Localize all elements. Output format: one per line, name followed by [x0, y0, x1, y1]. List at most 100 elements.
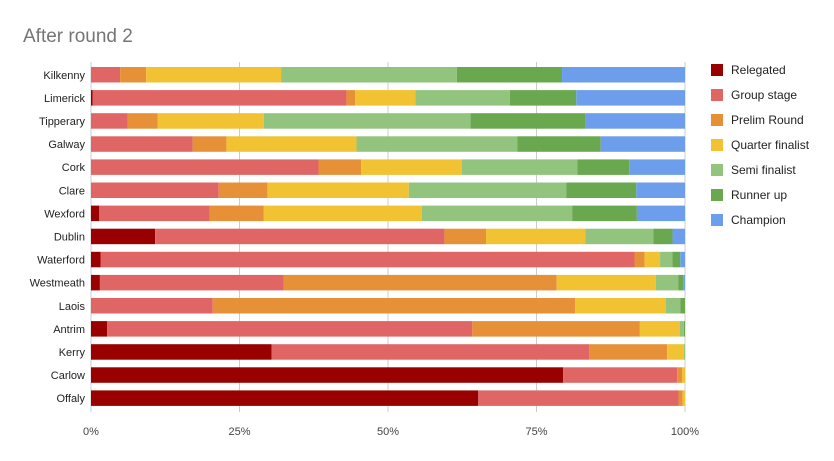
bar-segment [100, 251, 635, 268]
bar-segment [629, 159, 685, 175]
bar-segment [680, 298, 685, 314]
x-tick-label: 0% [83, 426, 99, 438]
bar-segment [120, 67, 147, 83]
category-label: Waterford [37, 255, 85, 267]
category-label: Limerick [44, 93, 85, 105]
category-label: Wexford [44, 208, 85, 220]
bar-segment [576, 90, 685, 106]
bar-segment [91, 136, 193, 152]
bar-segment [600, 136, 685, 152]
legend-label: Champion [731, 213, 786, 227]
bar-segment [577, 159, 630, 175]
category-label: Laois [59, 301, 86, 313]
bar-segment [92, 90, 347, 106]
category-labels: Kilkenny Limerick Tipperary Galway Cork Clare… [30, 70, 86, 405]
bar-segment [672, 251, 681, 268]
bar-segment [456, 67, 563, 83]
bar-segment [107, 321, 473, 337]
bar-segment [575, 298, 666, 314]
bar-segment [444, 228, 487, 245]
bar-segment [678, 274, 684, 291]
category-label: Offaly [56, 393, 85, 405]
bar-segment [408, 182, 567, 198]
bar-segment [146, 67, 282, 83]
x-axis-ticks: 0% 25% 50% 75% 100% [83, 426, 699, 438]
bar-segment [679, 321, 684, 337]
bar-segment [634, 251, 645, 268]
legend-label: Group stage [731, 88, 797, 102]
category-label: Carlow [51, 370, 85, 382]
bar-segment [562, 67, 685, 83]
bar-segment [585, 113, 685, 129]
legend-swatch [711, 89, 723, 101]
legend-swatch [711, 214, 723, 226]
bar-segment [99, 205, 210, 222]
bar-segment [470, 113, 586, 129]
bar-segment [263, 113, 471, 129]
legend-label: Quarter finalist [731, 138, 810, 152]
bar-segment [415, 90, 510, 106]
legend-swatch [711, 189, 723, 201]
category-label: Cork [62, 162, 86, 174]
bar-segment [263, 205, 422, 222]
bar-segment [209, 205, 264, 222]
bar-segment [91, 228, 156, 245]
bar-segment [99, 274, 284, 291]
bar-segment [585, 228, 654, 245]
bar-segment [639, 321, 680, 337]
bar-segment [636, 205, 685, 222]
bar-segment [677, 367, 683, 383]
bar-segment [91, 321, 108, 337]
legend-label: Prelim Round [731, 113, 804, 127]
bar-segment [683, 274, 685, 291]
legend-swatch [711, 64, 723, 76]
bar-segment [461, 159, 578, 175]
bar-segment [667, 344, 684, 360]
bar-segment [157, 113, 264, 129]
bars [91, 67, 685, 406]
x-tick-label: 25% [228, 426, 250, 438]
bar-segment [226, 136, 357, 152]
bar-segment [589, 344, 668, 360]
bar-segment [517, 136, 601, 152]
category-label: Kilkenny [43, 70, 85, 82]
bar-segment [127, 113, 158, 129]
bar-segment [644, 251, 661, 268]
legend-label: Runner up [731, 188, 787, 202]
bar-segment [91, 90, 93, 106]
bar-segment [91, 367, 564, 383]
bar-segment [683, 344, 685, 360]
bar-segment [91, 251, 101, 268]
bar-segment [636, 182, 685, 198]
bar-segment [192, 136, 227, 152]
category-label: Kerry [59, 347, 86, 359]
bar-segment [672, 228, 685, 245]
bar-segment [665, 298, 681, 314]
bar-segment [421, 205, 573, 222]
bar-segment [91, 274, 100, 291]
x-tick-label: 75% [525, 426, 547, 438]
bar-segment [683, 321, 685, 337]
legend-swatch [711, 114, 723, 126]
bar-segment [478, 390, 679, 406]
bar-segment [356, 136, 518, 152]
legend-swatch [711, 164, 723, 176]
bar-segment [271, 344, 590, 360]
bar-segment [91, 205, 100, 222]
bar-segment [91, 390, 479, 406]
bar-segment [556, 274, 656, 291]
bar-segment [91, 298, 213, 314]
legend-swatch [711, 139, 723, 151]
bar-segment [563, 367, 678, 383]
bar-segment [486, 228, 586, 245]
category-label: Antrim [53, 324, 85, 336]
bar-segment [212, 298, 576, 314]
x-tick-label: 50% [377, 426, 399, 438]
category-label: Galway [48, 139, 85, 151]
bar-segment [678, 390, 683, 406]
bar-segment [91, 113, 128, 129]
bar-segment [355, 90, 416, 106]
bar-segment [318, 159, 362, 175]
legend: Relegated Group stage Prelim Round Quarter … [711, 63, 810, 227]
